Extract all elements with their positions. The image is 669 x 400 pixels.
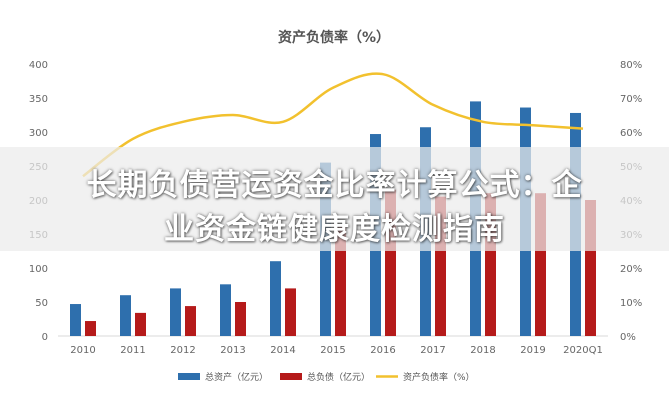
left-tick-label: 300 [29, 128, 48, 139]
bar-total-liabilities [285, 288, 296, 336]
bar-total-assets [120, 295, 131, 336]
x-tick-label: 2013 [220, 345, 245, 356]
bar-total-liabilities [335, 227, 346, 336]
bar-total-liabilities [535, 193, 546, 336]
right-tick-label: 10% [620, 298, 642, 309]
right-tick-label: 0% [620, 332, 636, 343]
line-series-group [82, 72, 584, 178]
left-tick-label: 0 [42, 332, 48, 343]
right-tick-label: 60% [620, 128, 642, 139]
watermark-banner [0, 147, 669, 251]
overlay-title-line-2: 业资金链健康度检测指南 [164, 212, 505, 247]
bar-total-assets [220, 284, 231, 336]
legend: 总资产（亿元） 总负债（亿元） 资产负债率（%） [178, 371, 475, 383]
overlay-title-line-1: 长期负债营运资金比率计算公式：企 [86, 168, 583, 203]
bar-total-assets [70, 304, 81, 336]
x-tick-label: 2014 [270, 345, 295, 356]
x-tick-label: 2015 [320, 345, 345, 356]
debt-ratio-line [82, 72, 584, 178]
legend-label: 总资产（亿元） [205, 371, 268, 383]
bar-total-liabilities [585, 200, 596, 336]
bar-total-liabilities [485, 193, 496, 336]
x-tick-label: 2018 [470, 345, 495, 356]
x-axis-labels: 2010 2011 2012 2013 2014 2015 2016 2017 2018 2019… [70, 345, 603, 356]
left-tick-label: 400 [29, 60, 48, 71]
x-tick-label: 2019 [520, 345, 545, 356]
x-tick-label: 2017 [420, 345, 445, 356]
bar-total-liabilities [435, 196, 446, 336]
legend-label: 资产负债率（%） [403, 371, 475, 383]
legend-swatch [280, 373, 302, 380]
x-tick-label: 2016 [370, 345, 395, 356]
bar-total-liabilities [385, 189, 396, 336]
bar-total-liabilities [185, 306, 196, 336]
chart-title: 资产负债率（%） [278, 29, 390, 46]
bar-total-liabilities [235, 302, 246, 336]
right-tick-label: 70% [620, 94, 642, 105]
bar-total-liabilities [135, 312, 146, 336]
right-tick-label: 80% [620, 60, 642, 71]
right-tick-label: 20% [620, 264, 642, 275]
legend-swatch [178, 373, 200, 380]
left-tick-label: 100 [29, 264, 48, 275]
x-tick-label: 2020Q1 [563, 345, 603, 356]
left-tick-label: 50 [35, 298, 48, 309]
bar-total-assets [270, 261, 281, 336]
bar-total-assets [170, 288, 181, 336]
x-tick-label: 2012 [170, 345, 195, 356]
x-tick-label: 2010 [70, 345, 95, 356]
bar-total-liabilities [85, 321, 96, 336]
left-tick-label: 350 [29, 94, 48, 105]
x-tick-label: 2011 [120, 345, 145, 356]
legend-label: 总负债（亿元） [307, 371, 370, 383]
